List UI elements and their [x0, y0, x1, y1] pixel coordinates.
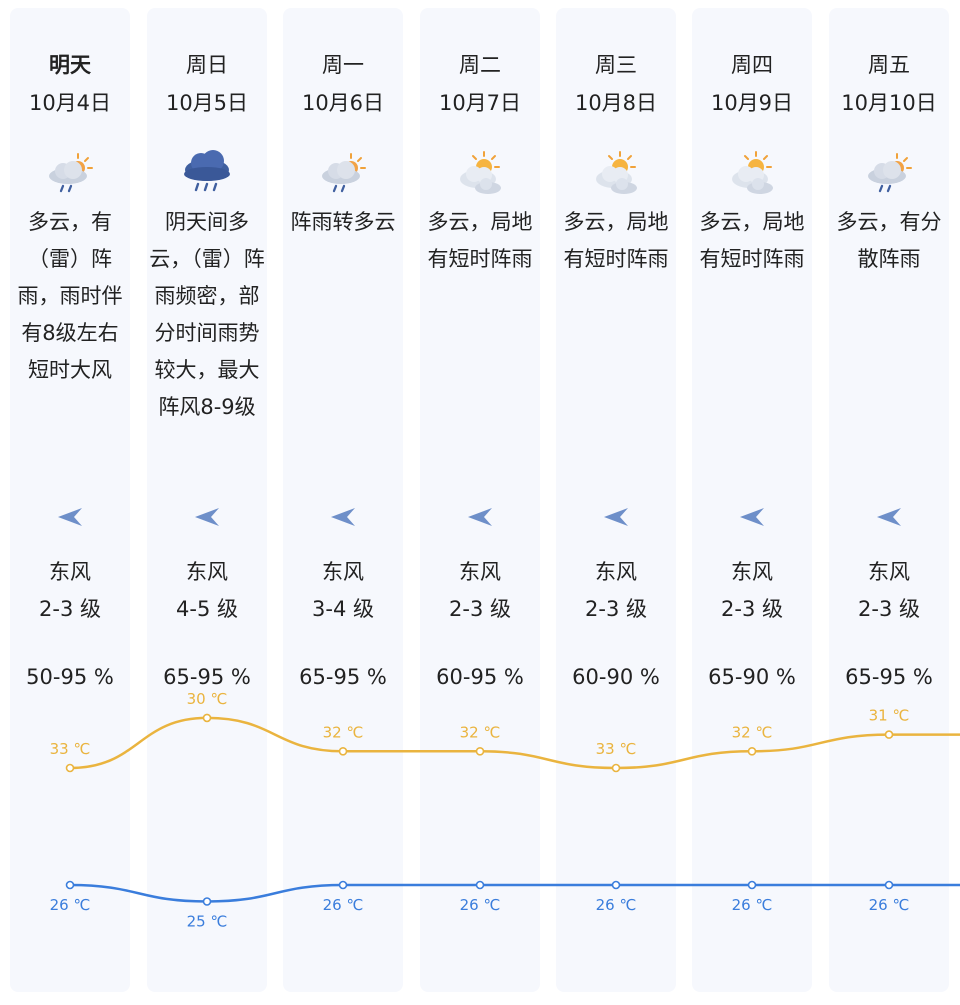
humidity: 65-95 %: [299, 665, 387, 689]
wind-level: 2-3 级: [858, 597, 920, 621]
overcast-rain-icon: [179, 148, 235, 200]
sun-cloud-icon: [724, 148, 780, 200]
weather-description: 多云，有分散阵雨: [836, 210, 942, 271]
day-date: 10月4日: [28, 91, 112, 115]
wind-direction: 东风: [868, 560, 910, 584]
weather-description: 多云，有（雷）阵雨，雨时伴有8级左右短时大风: [17, 210, 123, 382]
wind-direction: 东风: [186, 560, 228, 584]
partly-cloudy-rain-icon: [861, 148, 917, 200]
humidity: 65-90 %: [708, 665, 796, 689]
day-card: 周一 10月6日阵雨转多云东风 3-4 级 65-95 %: [283, 8, 403, 992]
partly-cloudy-rain-icon: [315, 148, 371, 200]
day-name: 周一: [322, 53, 364, 77]
wind-direction: 东风: [731, 560, 773, 584]
wind-direction-icon: [328, 502, 358, 532]
wind-level: 2-3 级: [449, 597, 511, 621]
wind-level: 2-3 级: [721, 597, 783, 621]
wind-direction: 东风: [459, 560, 501, 584]
wind-level: 2-3 级: [585, 597, 647, 621]
humidity: 60-95 %: [436, 665, 524, 689]
weather-description: 阴天间多云，（雷）阵雨频密，部分时间雨势较大，最大阵风8-9级: [149, 210, 265, 419]
wind-direction: 东风: [595, 560, 637, 584]
day-name: 明天: [49, 53, 91, 77]
day-date: 10月5日: [165, 91, 249, 115]
weather-description: 多云，局地有短时阵雨: [427, 210, 533, 271]
day-card: 周三 10月8日多云，局地有短时阵雨东风 2-3 级 60-90 %: [556, 8, 676, 992]
day-date: 10月7日: [438, 91, 522, 115]
day-name: 周四: [731, 53, 773, 77]
wind-direction-icon: [874, 502, 904, 532]
wind-direction-icon: [465, 502, 495, 532]
wind-direction: 东风: [322, 560, 364, 584]
day-date: 10月6日: [301, 91, 385, 115]
wind-direction-icon: [192, 502, 222, 532]
humidity: 65-95 %: [163, 665, 251, 689]
humidity: 60-90 %: [572, 665, 660, 689]
day-card: 周五 10月10日多云，有分散阵雨东风 2-3 级 65-95 %: [829, 8, 949, 992]
day-date: 10月10日: [841, 91, 937, 115]
day-name: 周日: [186, 53, 228, 77]
sun-cloud-icon: [452, 148, 508, 200]
day-name: 周二: [459, 53, 501, 77]
wind-level: 2-3 级: [39, 597, 101, 621]
weather-description: 多云，局地有短时阵雨: [699, 210, 805, 271]
day-card: 周日 10月5日阴天间多云，（雷）阵雨频密，部分时间雨势较大，最大阵风8-9级东风…: [147, 8, 267, 992]
weather-description: 多云，局地有短时阵雨: [563, 210, 669, 271]
humidity: 65-95 %: [845, 665, 933, 689]
wind-level: 3-4 级: [312, 597, 374, 621]
wind-direction: 东风: [49, 560, 91, 584]
day-card: 周四 10月9日多云，局地有短时阵雨东风 2-3 级 65-90 %: [692, 8, 812, 992]
humidity: 50-95 %: [26, 665, 114, 689]
wind-direction-icon: [55, 502, 85, 532]
day-card: 明天 10月4日多云，有（雷）阵雨，雨时伴有8级左右短时大风东风 2-3 级 50-9…: [10, 8, 130, 992]
wind-level: 4-5 级: [176, 597, 238, 621]
day-date: 10月8日: [574, 91, 658, 115]
day-date: 10月9日: [710, 91, 794, 115]
weather-description: 阵雨转多云: [290, 210, 396, 234]
day-name: 周三: [595, 53, 637, 77]
day-name: 周五: [868, 53, 910, 77]
sun-cloud-icon: [588, 148, 644, 200]
day-card: 周二 10月7日多云，局地有短时阵雨东风 2-3 级 60-95 %: [420, 8, 540, 992]
wind-direction-icon: [601, 502, 631, 532]
partly-cloudy-rain-icon: [42, 148, 98, 200]
wind-direction-icon: [737, 502, 767, 532]
